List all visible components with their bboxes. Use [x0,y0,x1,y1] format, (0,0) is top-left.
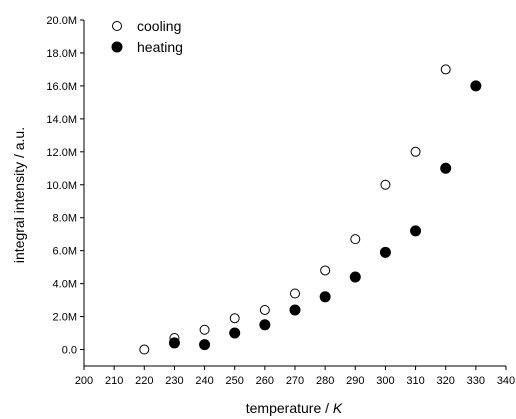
data-point-heating [259,319,271,331]
data-point-cooling [380,179,391,190]
x-tick-label: 300 [376,375,394,387]
x-tick-label: 310 [406,375,424,387]
y-tick-label: 6.0M [53,246,77,258]
data-point-cooling [350,234,361,245]
data-point-heating [440,162,452,174]
data-point-heating [349,271,361,283]
x-tick-label: 320 [437,375,455,387]
data-point-cooling [440,64,451,75]
x-tick-label: 280 [316,375,334,387]
y-tick-label: 4.0M [53,279,77,291]
y-tick-label: 16.0M [46,81,77,93]
series-cooling [139,64,451,355]
y-tick-label: 8.0M [53,213,77,225]
x-tick-label: 220 [135,375,153,387]
data-point-heating [199,339,211,351]
x-axis-title-unit: K [333,400,343,416]
data-point-cooling [410,146,421,157]
data-point-cooling [139,344,150,355]
y-tick-label: 20.0M [46,15,77,27]
y-tick-label: 2.0M [53,312,77,324]
series-heating [168,80,482,351]
x-axis-ticks: 200 210 220 230 240 250 260 270 280 290 300 310 320 3… [75,366,515,387]
x-tick-label: 270 [286,375,304,387]
data-point-cooling [199,324,210,335]
data-point-cooling [259,304,270,315]
legend-label-cooling: cooling [137,18,181,34]
x-tick-label: 260 [256,375,274,387]
x-tick-label: 210 [105,375,123,387]
x-tick-label: 250 [226,375,244,387]
data-point-heating [289,304,301,316]
x-tick-label: 230 [165,375,183,387]
y-axis-title: integral intensity / a.u. [11,127,27,263]
y-axis-ticks: 0.0 2.0M 4.0M 6.0M 8.0M 10.0M 12.0M 14.0M 16.0M 1… [46,15,84,357]
y-tick-label: 14.0M [46,114,77,126]
data-point-heating [168,337,180,349]
data-point-cooling [320,265,331,276]
legend-marker-cooling [112,21,122,31]
data-point-heating [229,327,241,339]
y-tick-label: 18.0M [46,48,77,60]
x-tick-label: 200 [75,375,93,387]
data-point-cooling [229,313,240,324]
x-axis-title: temperature / K [246,400,343,416]
data-point-heating [410,225,422,237]
y-tick-label: 0.0 [62,345,77,357]
x-tick-label: 240 [195,375,213,387]
data-point-heating [319,291,331,303]
data-point-heating [470,80,482,92]
x-tick-label: 290 [346,375,364,387]
x-tick-label: 340 [497,375,515,387]
series-layer [139,64,482,355]
legend: cooling heating [111,18,183,55]
x-tick-label: 330 [467,375,485,387]
y-tick-label: 12.0M [46,147,77,159]
y-tick-label: 10.0M [46,180,77,192]
legend-marker-heating [111,41,123,53]
data-point-cooling [290,288,300,299]
x-axis-title-prefix: temperature / [246,400,333,416]
legend-label-heating: heating [137,39,183,55]
data-point-heating [379,246,391,258]
